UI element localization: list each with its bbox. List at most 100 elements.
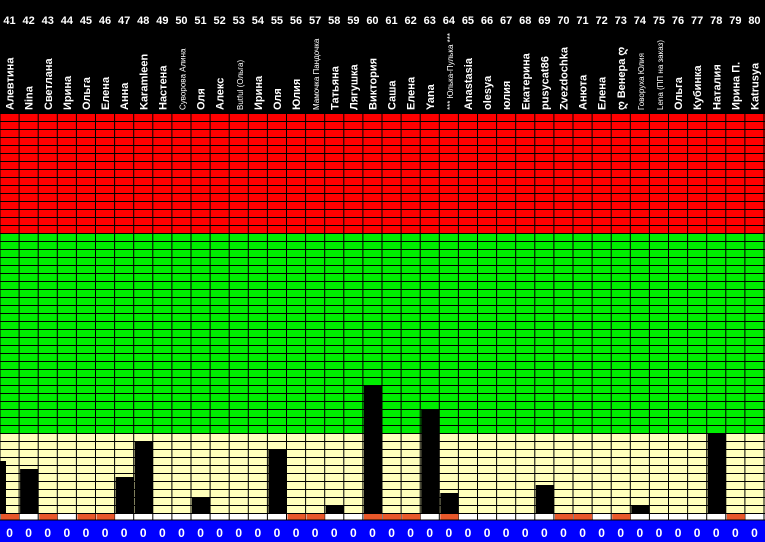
footer-value: 0 — [64, 526, 71, 540]
column-number: 44 — [61, 15, 74, 27]
participant-name: Nina — [24, 85, 36, 110]
column-number: 61 — [385, 15, 397, 27]
participant-name: Юлия — [291, 79, 303, 110]
column-number: 47 — [118, 15, 130, 27]
column-number: 71 — [576, 15, 588, 27]
marker-cell — [612, 514, 631, 520]
footer-value: 0 — [579, 526, 586, 540]
bar — [20, 469, 39, 513]
column-number: 48 — [137, 15, 149, 27]
bar — [115, 477, 134, 513]
participant-name: Ольга — [81, 76, 93, 110]
marker-cell — [574, 514, 593, 520]
column-number: 63 — [424, 15, 436, 27]
footer-value: 0 — [6, 526, 13, 540]
participant-name: Светлана — [43, 57, 55, 110]
bar — [134, 441, 153, 513]
footer-value: 0 — [274, 526, 281, 540]
column-number: 49 — [156, 15, 168, 27]
column-number: 55 — [271, 15, 283, 27]
footer-value: 0 — [446, 526, 453, 540]
footer-value: 0 — [426, 526, 433, 540]
participant-name: Karamleen — [138, 53, 150, 110]
column-number: 46 — [99, 15, 111, 27]
column-number: 72 — [596, 15, 608, 27]
footer-value: 0 — [369, 526, 376, 540]
column-number: 67 — [500, 15, 512, 27]
column-number: 69 — [538, 15, 550, 27]
marker-cell — [287, 514, 306, 520]
column-number: 41 — [3, 15, 15, 27]
column-number: 76 — [672, 15, 684, 27]
marker-cell — [402, 514, 421, 520]
bar — [535, 485, 554, 513]
participant-name: *** Юлька-Пулька *** — [446, 33, 455, 110]
column-number: 53 — [233, 15, 245, 27]
participant-name: Katrusya — [749, 62, 761, 110]
participant-name: Anastasia — [463, 57, 475, 110]
column-number: 70 — [557, 15, 569, 27]
column-number: 65 — [462, 15, 474, 27]
column-number: 75 — [653, 15, 665, 27]
participant-name: Настена — [157, 65, 169, 110]
participant-name: Кубинка — [692, 64, 704, 110]
bar — [268, 449, 287, 513]
marker-cell — [96, 514, 115, 520]
footer-value: 0 — [293, 526, 300, 540]
footer-value: 0 — [637, 526, 644, 540]
bar — [325, 505, 344, 513]
participant-name: Оля — [196, 88, 208, 110]
participant-name: юлия — [501, 81, 513, 110]
marker-cell — [306, 514, 325, 520]
footer-value: 0 — [694, 526, 701, 540]
footer-value: 0 — [598, 526, 605, 540]
column-number: 66 — [481, 15, 493, 27]
participant-name: Lena (ПП на заказ) — [656, 40, 665, 110]
footer-value: 0 — [255, 526, 262, 540]
column-number: 73 — [615, 15, 627, 27]
participant-name: Лягушка — [348, 63, 360, 110]
participant-name: Ирина — [253, 75, 265, 110]
marker-cell — [383, 514, 402, 520]
participant-name: Екатерина — [520, 52, 532, 110]
marker-cell — [726, 514, 745, 520]
marker-cell — [1, 514, 20, 520]
participant-name: Yana — [425, 83, 437, 110]
column-number: 45 — [80, 15, 92, 27]
participant-name: Ирина — [62, 75, 74, 110]
column-number: 56 — [290, 15, 302, 27]
footer-value: 0 — [675, 526, 682, 540]
footer-value: 0 — [465, 526, 472, 540]
column-number: 78 — [710, 15, 722, 27]
footer-value: 0 — [484, 526, 491, 540]
column-number: 74 — [634, 15, 647, 27]
column-number: 77 — [691, 15, 703, 27]
participant-name: Саша — [387, 80, 399, 110]
column-number: 43 — [42, 15, 54, 27]
footer-value: 0 — [312, 526, 319, 540]
bar — [363, 385, 382, 513]
footer-value: 0 — [751, 526, 758, 540]
footer-value: 0 — [121, 526, 128, 540]
footer-value: 0 — [83, 526, 90, 540]
header-band — [0, 0, 765, 113]
footer-value: 0 — [503, 526, 510, 540]
footer-value: 0 — [732, 526, 739, 540]
marker-cell — [440, 514, 459, 520]
footer-value: 0 — [331, 526, 338, 540]
participant-name: Butful (Ольга) — [236, 59, 245, 110]
footer-value: 0 — [178, 526, 185, 540]
participant-name: Оля — [272, 88, 284, 110]
participant-name: Алевтина — [5, 57, 17, 110]
participant-name: Елена — [406, 76, 418, 110]
footer-value: 0 — [235, 526, 242, 540]
column-number: 54 — [252, 15, 265, 27]
bar — [707, 433, 726, 513]
column-number: 51 — [194, 15, 206, 27]
marker-cell — [77, 514, 96, 520]
bar — [421, 409, 440, 513]
column-number: 68 — [519, 15, 531, 27]
bar — [440, 493, 459, 513]
footer-value: 0 — [407, 526, 414, 540]
